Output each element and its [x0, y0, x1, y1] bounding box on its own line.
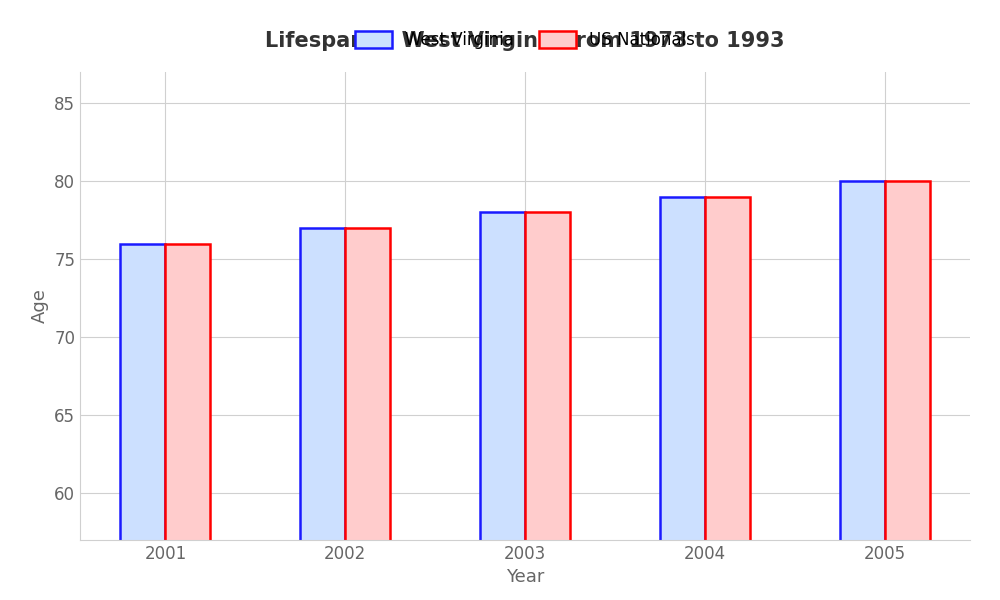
- Bar: [345, 228, 390, 600]
- Bar: [120, 244, 165, 600]
- Bar: [300, 228, 345, 600]
- X-axis label: Year: Year: [506, 568, 544, 586]
- Bar: [525, 212, 570, 600]
- Title: Lifespan in West Virginia from 1973 to 1993: Lifespan in West Virginia from 1973 to 1…: [265, 31, 785, 51]
- Bar: [885, 181, 930, 600]
- Y-axis label: Age: Age: [31, 289, 49, 323]
- Bar: [660, 197, 705, 600]
- Legend: West Virginia, US Nationals: West Virginia, US Nationals: [348, 24, 702, 56]
- Bar: [705, 197, 750, 600]
- Bar: [165, 244, 210, 600]
- Bar: [480, 212, 525, 600]
- Bar: [840, 181, 885, 600]
